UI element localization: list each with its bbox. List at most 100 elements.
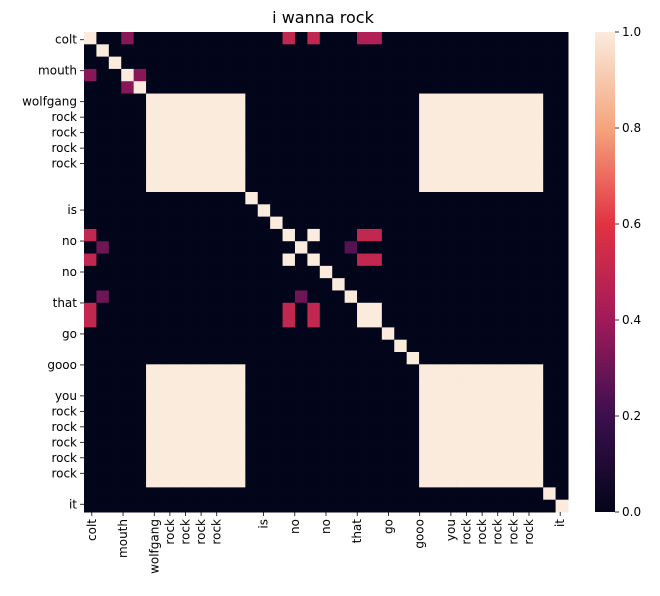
heatmap-cell — [158, 327, 172, 341]
heatmap-cell — [208, 130, 222, 144]
heatmap-cell — [183, 68, 197, 82]
heatmap-cell — [294, 167, 308, 181]
heatmap-cell — [369, 327, 383, 341]
heatmap-cell — [369, 265, 383, 279]
heatmap-cell — [381, 425, 395, 439]
heatmap-cell — [456, 327, 470, 341]
heatmap-cell — [481, 327, 495, 341]
heatmap-cell — [270, 450, 284, 464]
heatmap-cell — [282, 32, 296, 45]
heatmap-cell — [208, 44, 222, 58]
heatmap-cell — [369, 401, 383, 415]
heatmap-cell — [357, 487, 370, 501]
heatmap-cell — [183, 278, 197, 291]
heatmap-cell — [555, 228, 569, 242]
heatmap-cell — [195, 32, 209, 45]
heatmap-cell — [319, 192, 333, 205]
heatmap-cell — [84, 401, 97, 415]
heatmap-cell — [493, 327, 507, 341]
heatmap-cell — [543, 142, 557, 156]
heatmap-cell — [170, 142, 184, 156]
heatmap-cell — [96, 167, 110, 181]
heatmap-cell — [406, 388, 420, 402]
heatmap-cell — [195, 339, 209, 353]
heatmap-cell — [431, 401, 445, 415]
heatmap-cell — [518, 327, 532, 341]
heatmap-cell — [245, 315, 259, 328]
heatmap-cell — [195, 105, 209, 119]
heatmap-cell — [456, 216, 470, 230]
heatmap-cell — [133, 475, 147, 488]
heatmap-cell — [394, 425, 408, 439]
heatmap-cell — [257, 142, 271, 156]
heatmap-cell — [208, 179, 222, 193]
heatmap-cell — [232, 327, 246, 341]
heatmap-cell — [96, 228, 110, 242]
heatmap-cell — [493, 142, 507, 156]
heatmap-cell — [257, 130, 271, 144]
heatmap-cell — [431, 130, 445, 144]
heatmap-cell — [270, 376, 284, 390]
heatmap-cell — [232, 228, 246, 242]
heatmap-cell — [183, 216, 197, 230]
heatmap-cell — [220, 130, 234, 144]
heatmap-cell — [170, 315, 184, 328]
heatmap-cell — [270, 253, 284, 267]
heatmap-cell — [381, 339, 395, 353]
heatmap-cell — [530, 81, 544, 95]
heatmap-cell — [456, 450, 470, 464]
heatmap-cell — [319, 487, 333, 501]
heatmap-cell — [419, 376, 432, 390]
heatmap-cell — [443, 352, 457, 365]
heatmap-cell — [96, 462, 110, 476]
x-tick-label: no — [288, 519, 302, 534]
heatmap-cell — [170, 462, 184, 476]
heatmap-cell — [443, 56, 457, 70]
heatmap-cell — [530, 228, 544, 242]
heatmap-cell — [419, 130, 432, 144]
heatmap-cell — [555, 413, 569, 427]
heatmap-cell — [431, 265, 445, 279]
heatmap-cell — [344, 438, 358, 451]
heatmap-cell — [332, 315, 346, 328]
heatmap-cell — [232, 56, 246, 70]
heatmap-cell — [220, 339, 234, 353]
heatmap-cell — [158, 487, 172, 501]
heatmap-cell — [270, 315, 284, 328]
heatmap-cell — [468, 475, 482, 488]
heatmap-cell — [294, 462, 308, 476]
heatmap-cell — [406, 413, 420, 427]
heatmap-cell — [555, 475, 569, 488]
heatmap-cell — [543, 265, 557, 279]
heatmap-cell — [369, 192, 383, 205]
heatmap-cell — [505, 475, 519, 488]
heatmap-cell — [282, 315, 296, 328]
heatmap-cell — [468, 401, 482, 415]
heatmap-cell — [108, 241, 122, 255]
heatmap-cell — [294, 425, 308, 439]
heatmap-cell — [493, 105, 507, 119]
heatmap-cell — [282, 413, 296, 427]
heatmap-cell — [493, 352, 507, 365]
heatmap-cell — [344, 352, 358, 365]
heatmap-cell — [555, 167, 569, 181]
heatmap-cell — [195, 475, 209, 488]
heatmap-cell — [493, 438, 507, 451]
heatmap-cell — [419, 290, 432, 304]
heatmap-cell — [282, 339, 296, 353]
heatmap-cell — [158, 499, 172, 513]
heatmap-cell — [468, 425, 482, 439]
heatmap-cell — [282, 425, 296, 439]
heatmap-cell — [394, 278, 408, 291]
heatmap-cell — [270, 388, 284, 402]
heatmap-cell — [357, 302, 370, 316]
heatmap-cell — [543, 118, 557, 131]
heatmap-cell — [456, 315, 470, 328]
heatmap-cell — [158, 339, 172, 353]
heatmap-cell — [431, 93, 445, 107]
heatmap-cell — [108, 339, 122, 353]
heatmap-cell — [505, 192, 519, 205]
heatmap-cell — [543, 56, 557, 70]
heatmap-cell — [344, 290, 358, 304]
heatmap-cell — [530, 352, 544, 365]
